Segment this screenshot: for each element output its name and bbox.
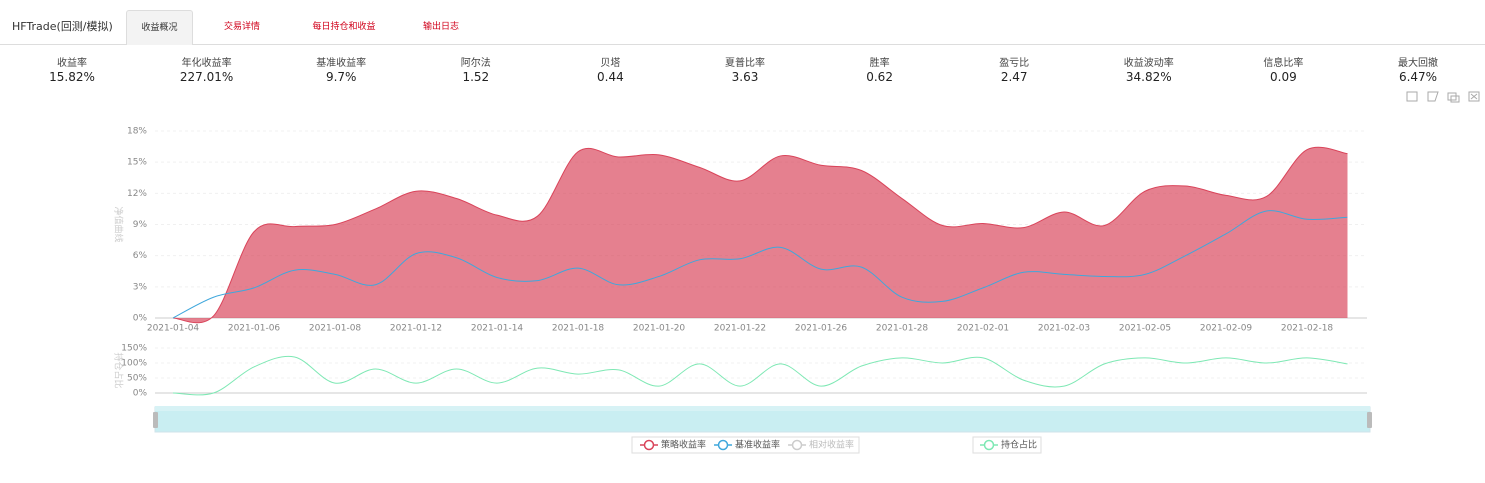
legend-marker bbox=[983, 439, 995, 451]
legend-marker bbox=[643, 439, 655, 451]
legend-marker bbox=[717, 439, 729, 451]
metric-label: 贝塔 bbox=[600, 58, 621, 69]
metric-label: 收益波动率 bbox=[1123, 58, 1174, 69]
metric-label: 阿尔法 bbox=[460, 58, 491, 69]
metric: 胜率 0.62 bbox=[815, 54, 945, 84]
legend-label[interactable]: 持仓占比 bbox=[1001, 439, 1037, 451]
metric-label: 最大回撤 bbox=[1398, 58, 1438, 69]
tab[interactable]: 收益概况 bbox=[126, 10, 193, 45]
metric-label: 胜率 bbox=[869, 58, 890, 69]
x-tick-label: 2021-01-12 bbox=[390, 324, 442, 334]
legend-label[interactable]: 基准收益率 bbox=[735, 439, 780, 451]
x-tick-label: 2021-02-09 bbox=[1200, 324, 1253, 334]
metric-value: 0.62 bbox=[866, 70, 893, 84]
metric: 阿尔法 1.52 bbox=[411, 54, 541, 84]
y-tick-label: 18% bbox=[127, 127, 147, 137]
metric: 年化收益率 227.01% bbox=[142, 54, 272, 84]
y-axis-label: 净值曲线 bbox=[113, 206, 125, 242]
metric-label: 信息比率 bbox=[1263, 58, 1304, 69]
metric-value: 3.63 bbox=[731, 70, 759, 84]
x-tick-label: 2021-01-08 bbox=[309, 324, 362, 334]
tab[interactable]: 输出日志 bbox=[422, 22, 459, 32]
x-tick-label: 2021-02-01 bbox=[957, 324, 1009, 334]
metric-value: 6.47% bbox=[1398, 70, 1438, 84]
metric: 信息比率 0.09 bbox=[1218, 54, 1348, 84]
metric-label: 年化收益率 bbox=[181, 58, 232, 69]
legend-box bbox=[631, 436, 860, 454]
y-tick-label: 9% bbox=[133, 220, 148, 230]
x-tick-label: 2021-01-14 bbox=[471, 324, 524, 334]
y-tick-label: 0% bbox=[133, 314, 148, 324]
x-tick-label: 2021-01-28 bbox=[876, 324, 929, 334]
x-tick-label: 2021-01-18 bbox=[552, 324, 605, 334]
app-title: HFTrade(回测/模拟) bbox=[12, 20, 113, 33]
x-tick-label: 2021-01-20 bbox=[633, 324, 686, 334]
x-tick-label: 2021-02-05 bbox=[1119, 324, 1171, 334]
x-tick-label: 2021-01-06 bbox=[228, 324, 281, 334]
metric-value: 34.82% bbox=[1125, 70, 1172, 84]
line bbox=[172, 210, 1348, 319]
x-tick-label: 2021-01-04 bbox=[147, 324, 200, 334]
y-tick-label: 50% bbox=[127, 374, 147, 384]
y-tick-label: 6% bbox=[133, 251, 148, 261]
y-axis-label: 持仓占比 bbox=[113, 352, 125, 388]
metric: 收益率 15.82% bbox=[7, 54, 137, 84]
header: HFTrade(回测/模拟) 收益概况 交易详情 每日持仓和收益 输出日志 bbox=[0, 0, 1485, 45]
metric: 盈亏比 2.47 bbox=[949, 54, 1079, 84]
legend-label[interactable]: 相对收益率 bbox=[809, 439, 854, 451]
metric-value: 2.47 bbox=[1000, 70, 1028, 84]
x-tick-label: 2021-01-26 bbox=[795, 324, 848, 334]
metric: 贝塔 0.44 bbox=[545, 54, 675, 84]
metric-label: 基准收益率 bbox=[316, 58, 367, 69]
x-tick-label: 2021-02-18 bbox=[1281, 324, 1334, 334]
metric-value: 0.09 bbox=[1270, 70, 1297, 84]
x-tick-label: 2021-02-03 bbox=[1038, 324, 1090, 334]
metric: 收益波动率 34.82% bbox=[1084, 54, 1214, 84]
y-tick-label: 12% bbox=[127, 189, 147, 199]
y-tick-label: 15% bbox=[127, 158, 147, 168]
line bbox=[172, 146, 1348, 324]
y-tick-label: 0% bbox=[133, 389, 148, 399]
tab[interactable]: 交易详情 bbox=[223, 22, 260, 32]
metric: 最大回撤 6.47% bbox=[1353, 54, 1483, 84]
metric-value: 9.7% bbox=[325, 70, 357, 84]
y-tick-label: 150% bbox=[121, 344, 147, 354]
x-tick-label: 2021-01-22 bbox=[714, 324, 766, 334]
y-tick-label: 100% bbox=[121, 359, 147, 369]
metric: 基准收益率 9.7% bbox=[276, 54, 406, 84]
tab[interactable]: 每日持仓和收益 bbox=[312, 22, 376, 32]
metric: 夏普比率 3.63 bbox=[680, 54, 810, 84]
toolbar[interactable] bbox=[1406, 91, 1480, 103]
metric-label: 盈亏比 bbox=[999, 58, 1030, 69]
metric-label: 夏普比率 bbox=[725, 58, 765, 69]
metric-value: 1.52 bbox=[462, 70, 490, 84]
metric-value: 15.82% bbox=[49, 70, 95, 84]
line bbox=[172, 355, 1348, 396]
legend-box bbox=[972, 436, 1042, 454]
legend-marker bbox=[791, 439, 803, 451]
data-zoom[interactable] bbox=[153, 406, 1372, 433]
metric-label: 收益率 bbox=[57, 58, 87, 69]
area bbox=[173, 147, 1348, 323]
metric-value: 0.44 bbox=[597, 70, 624, 84]
metric-value: 227.01% bbox=[179, 70, 234, 84]
y-tick-label: 3% bbox=[133, 282, 148, 292]
legend-label[interactable]: 策略收益率 bbox=[661, 439, 706, 451]
